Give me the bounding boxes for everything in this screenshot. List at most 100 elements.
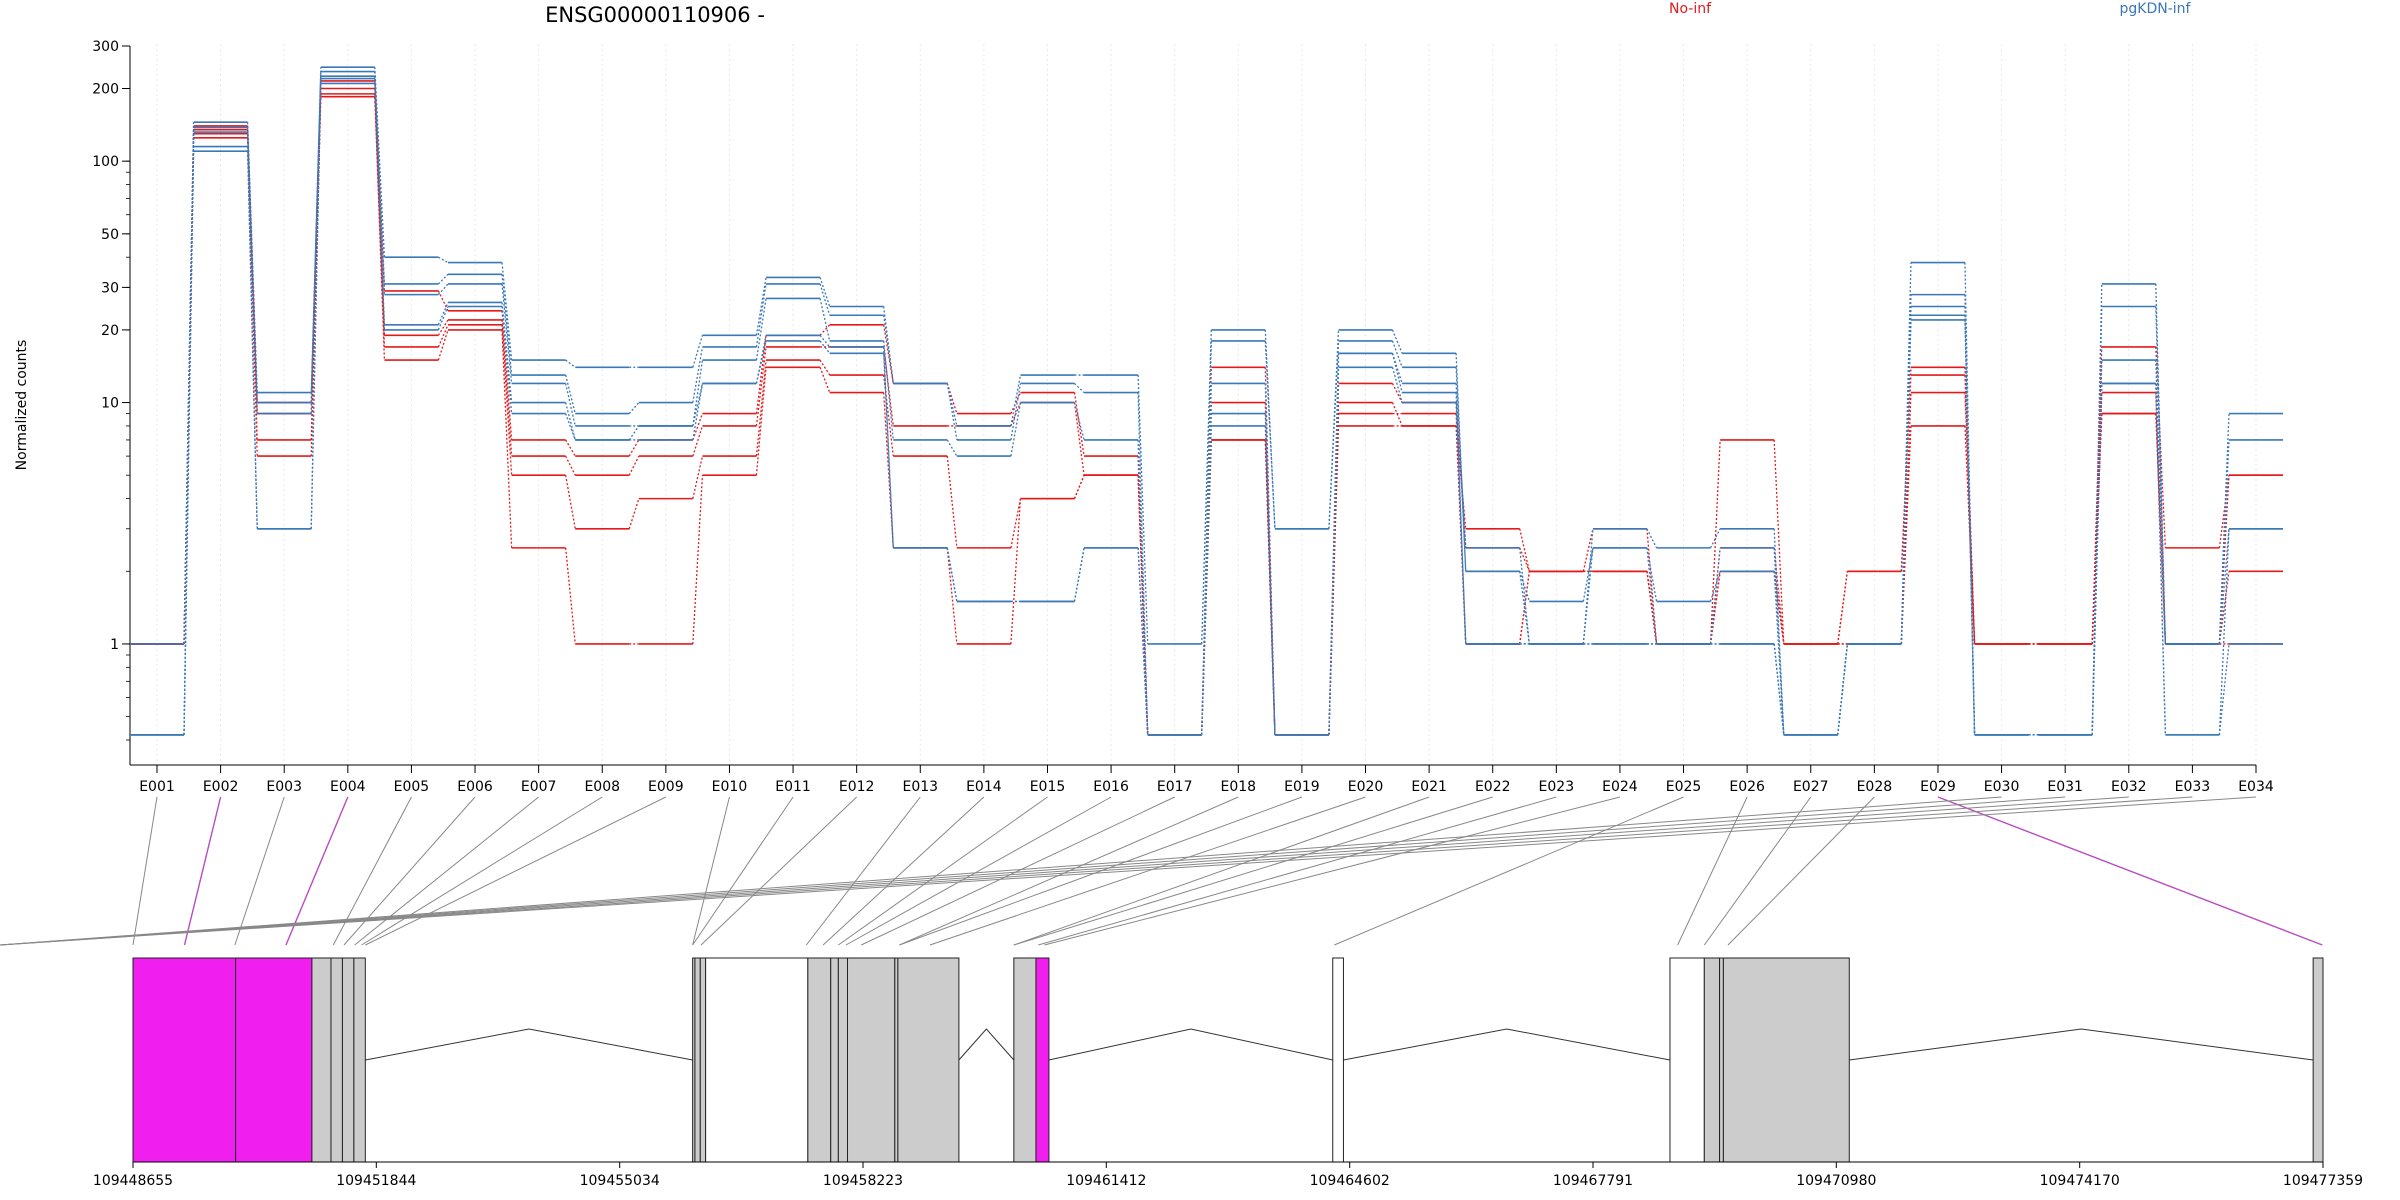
series-connector (2091, 413, 2103, 644)
series-connector (2218, 439, 2230, 644)
series-connector (1837, 643, 1849, 735)
genomic-tick-label: 109455034 (580, 1173, 660, 1189)
series-connector (246, 151, 258, 529)
connector-e013 (805, 796, 921, 946)
series-connector (437, 302, 449, 326)
series-connector (183, 151, 195, 735)
x-tick-label-e005: E005 (394, 779, 430, 795)
intron-5 (1849, 1028, 2314, 1061)
series-connector (1582, 547, 1594, 602)
connector-e004 (285, 796, 349, 946)
series-connector (1582, 528, 1594, 644)
series-connector (2218, 643, 2230, 735)
exon-block-18 (1035, 957, 1050, 1163)
x-tick-label-e002: E002 (203, 779, 239, 795)
series-connector (819, 340, 831, 354)
series-connector (692, 359, 704, 427)
series-connector (1010, 402, 1022, 427)
series-connector (246, 129, 258, 414)
series-connector (755, 359, 767, 457)
series-connector (565, 359, 576, 368)
series-connector (565, 374, 576, 414)
series-connector (437, 329, 449, 361)
series-connector (1900, 262, 1912, 644)
series-connector (2091, 306, 2103, 735)
x-tick-label-e003: E003 (266, 779, 302, 795)
series-connector (1137, 392, 1149, 735)
x-tick-label-e023: E023 (1539, 779, 1575, 795)
series-connector (755, 277, 767, 336)
series-connector (628, 439, 640, 457)
series-connector (1137, 375, 1149, 644)
grid-lines (156, 44, 2257, 765)
exon-block-6 (353, 957, 366, 1163)
x-tick-label-e001: E001 (139, 779, 175, 795)
series-connector (946, 383, 958, 427)
exon-block-24 (2312, 957, 2324, 1163)
connector-e009 (365, 796, 667, 946)
series-connector (1837, 571, 1849, 645)
series-connector (946, 547, 958, 645)
series-connector (437, 319, 449, 336)
series-connector (946, 383, 958, 441)
series-connector (565, 413, 576, 441)
exon-block-21 (1703, 957, 1721, 1163)
series-connector (1646, 528, 1658, 549)
y-tick-label: 200 (92, 82, 119, 98)
connector-e033 (0, 796, 2193, 946)
genomic-tick-label: 109461412 (1066, 1173, 1146, 1189)
x-tick-label-e033: E033 (2175, 779, 2211, 795)
connector-e001 (132, 796, 158, 946)
series-connector (565, 455, 576, 476)
series-connector (819, 298, 831, 342)
x-tick-label-e034: E034 (2238, 779, 2274, 795)
series-connector (883, 353, 894, 548)
series-connector (1773, 439, 1785, 644)
series-pgkdn-inf-6 (130, 75, 2283, 736)
connector-e017 (861, 796, 1175, 946)
connector-e002 (183, 796, 222, 946)
series-connector (501, 302, 513, 403)
series-connector (437, 306, 449, 331)
series-connector (246, 132, 258, 414)
series-connector (628, 425, 640, 441)
x-tick-label-e008: E008 (584, 779, 620, 795)
connector-e022 (1013, 796, 1493, 946)
series-connector (1455, 402, 1467, 644)
series-connector (883, 315, 894, 384)
connector-e023 (1038, 796, 1557, 946)
exon-block-8 (694, 957, 701, 1163)
series-connector (692, 383, 704, 441)
series-no-inf-2 (130, 93, 2283, 736)
series-pgkdn-inf-4 (130, 66, 2283, 736)
series-connector (1137, 547, 1149, 735)
series-connector (946, 456, 958, 548)
series-connector (755, 367, 767, 476)
series-connector (501, 324, 513, 476)
exon-block-23 (1722, 957, 1850, 1163)
x-axis: E001 E002 E003 E004 E005 E006 E007 E008 E009 E010… (130, 764, 2274, 795)
exon-block-16 (897, 957, 960, 1163)
chart-title: ENSG00000110906 - (545, 3, 765, 27)
series-connector (628, 402, 640, 415)
series-connector (628, 455, 640, 476)
series-connector (1391, 340, 1403, 368)
series-connector (883, 324, 894, 384)
exon-block-20 (1669, 957, 1705, 1163)
series-connector (883, 306, 894, 384)
series-no-inf-0 (130, 80, 2283, 736)
connector-e029 (1937, 796, 2323, 946)
series-connector (1519, 547, 1530, 645)
series-connector (2091, 413, 2103, 644)
x-tick-label-e004: E004 (330, 779, 366, 795)
genomic-tick-label: 109448655 (93, 1173, 173, 1189)
connector-e015 (838, 796, 1048, 946)
series-connector (883, 346, 894, 548)
series-connector (692, 383, 704, 427)
x-tick-label-e017: E017 (1157, 779, 1193, 795)
exon-block-19 (1332, 957, 1344, 1163)
x-tick-label-e016: E016 (1093, 779, 1129, 795)
x-tick-label-e028: E028 (1857, 779, 1893, 795)
x-tick-label-e027: E027 (1793, 779, 1829, 795)
connector-e025 (1334, 796, 1684, 946)
